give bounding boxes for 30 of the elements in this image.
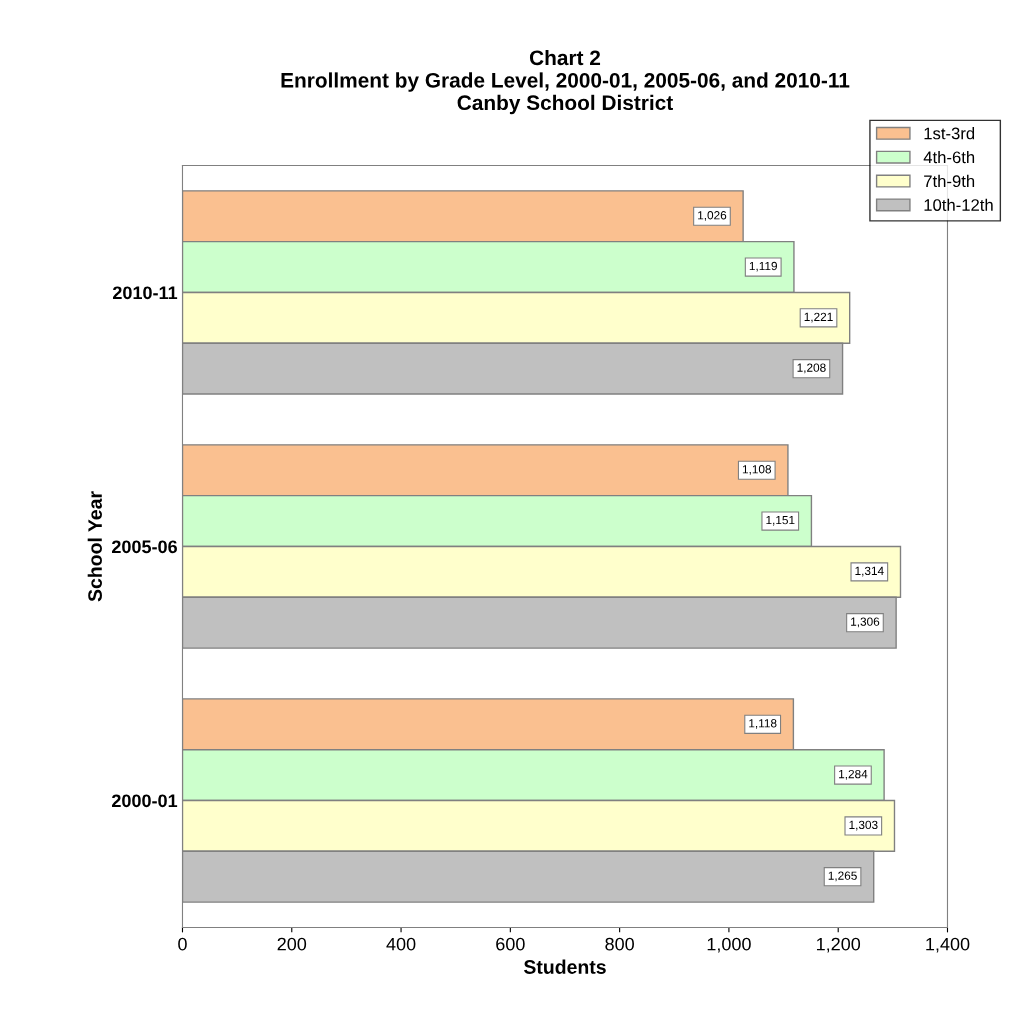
data-label: 1,303 — [849, 820, 878, 831]
data-label: 1,284 — [839, 769, 868, 780]
data-label: 1,026 — [698, 211, 727, 221]
y-axis-title: School Year — [87, 491, 102, 602]
data-label: 1,221 — [804, 312, 833, 323]
data-label: 1,265 — [828, 871, 857, 882]
x-tick-label: 400 — [386, 937, 416, 951]
legend-label: 7th-9th — [924, 174, 975, 188]
chart-title: Chart 2 Enrollment by Grade Level, 2000-01, 2005-06, and 2010-11 Canby School District — [281, 49, 850, 115]
x-tick-label: 1,400 — [926, 937, 970, 953]
x-tick-label: 800 — [605, 937, 634, 951]
x-tick-label: 1,000 — [707, 937, 751, 953]
data-label: 1,208 — [797, 363, 826, 374]
x-tick-label: 1,200 — [816, 937, 861, 953]
data-label: 1,314 — [855, 566, 884, 577]
legend-label: 4th-6th — [923, 150, 975, 164]
x-tick-label: 200 — [277, 937, 307, 951]
y-tick-label: 2000-01 — [112, 794, 178, 808]
legend-label: 10th-12th — [924, 198, 993, 211]
y-tick-label: 2005-06 — [112, 540, 177, 554]
x-tick-label: 600 — [496, 937, 525, 951]
data-label: 1,119 — [749, 261, 777, 272]
data-label: 1,108 — [742, 465, 772, 475]
x-axis-title: Students — [523, 959, 606, 974]
y-tick-label: 2010-11 — [112, 286, 178, 300]
x-tick-label: 0 — [178, 937, 187, 951]
data-label: 1,151 — [766, 516, 795, 526]
legend-label: 1st-3rd — [924, 127, 975, 140]
data-label: 1,306 — [851, 617, 880, 628]
data-label: 1,118 — [749, 719, 777, 729]
